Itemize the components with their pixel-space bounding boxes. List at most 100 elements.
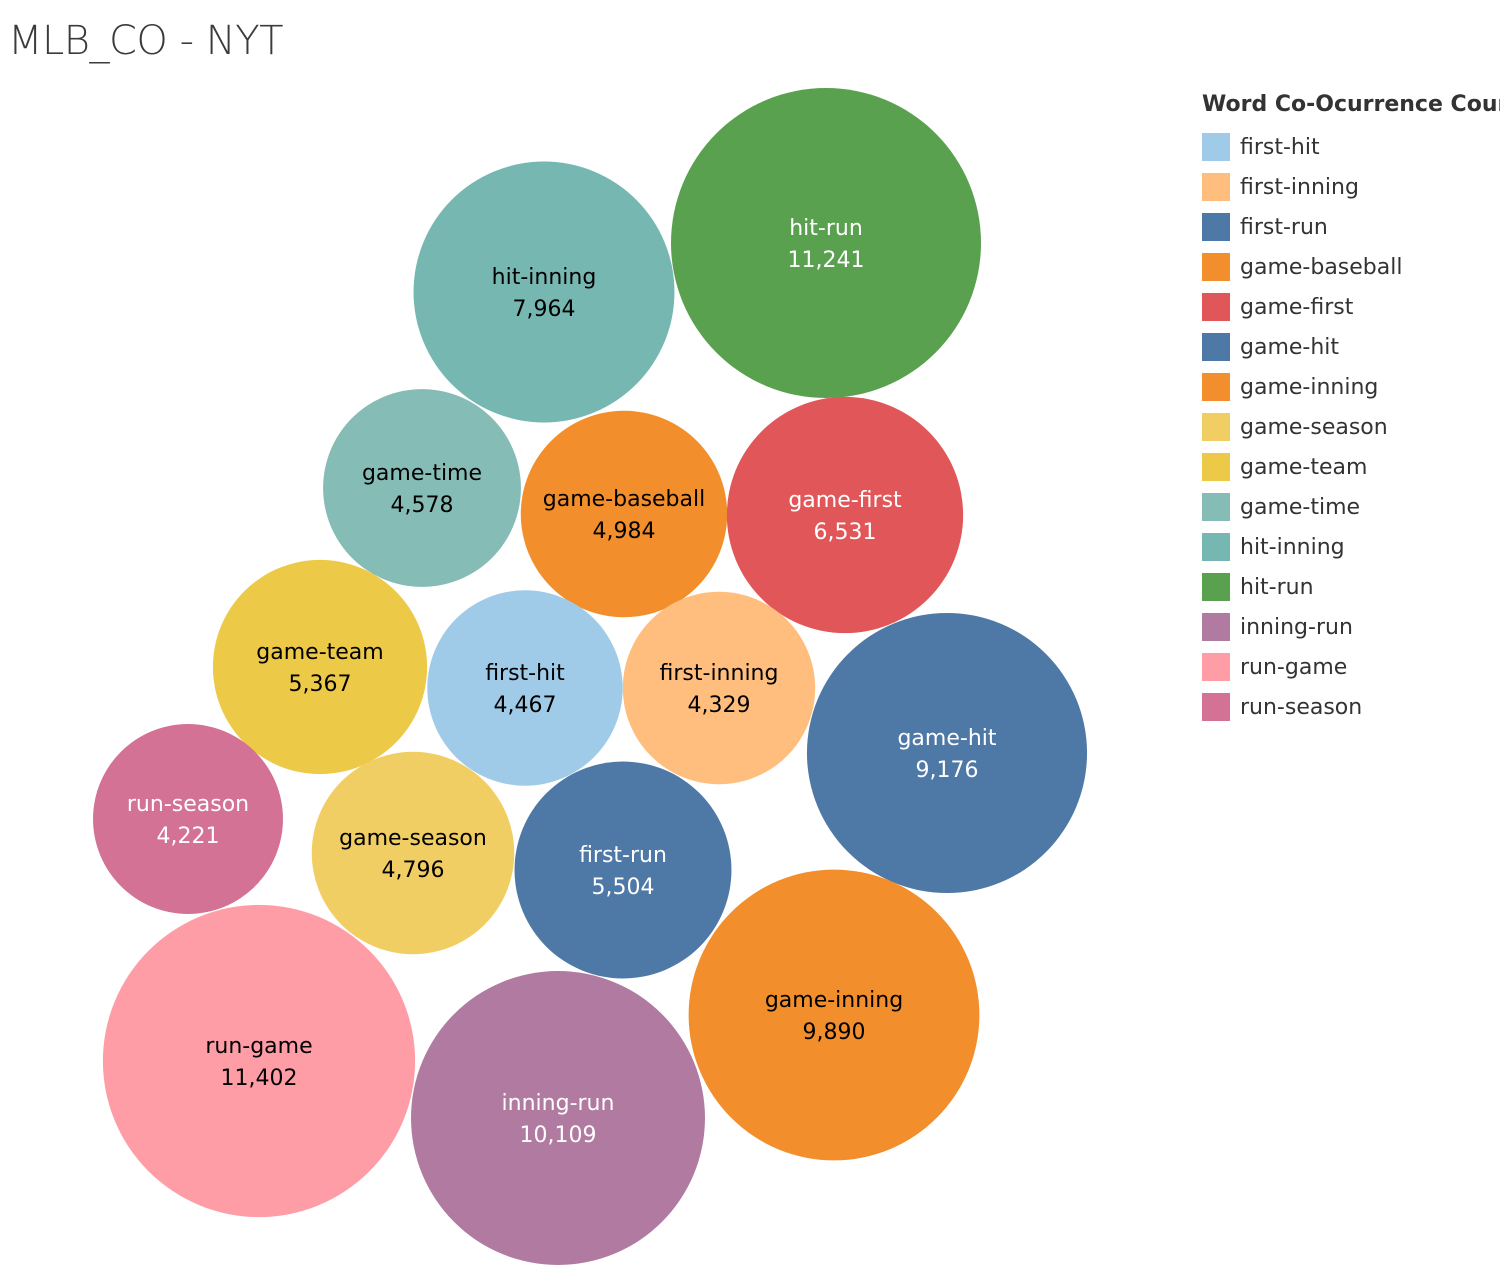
- bubble-game-hit[interactable]: game-hit 9,176: [806, 612, 1088, 894]
- legend-label: run-game: [1240, 654, 1348, 680]
- legend-label: first-hit: [1240, 134, 1320, 160]
- bubble-circle[interactable]: [427, 590, 623, 786]
- bubble-game-first[interactable]: game-first 6,531: [726, 396, 964, 634]
- bubble-game-time[interactable]: game-time 4,578: [323, 389, 521, 587]
- bubble-circle[interactable]: [212, 559, 428, 775]
- legend-swatch: [1202, 453, 1230, 481]
- legend-label: inning-run: [1240, 614, 1353, 640]
- legend-swatch: [1202, 413, 1230, 441]
- bubble-value-label: 7,964: [513, 297, 576, 322]
- bubble-name-label: game-inning: [765, 988, 903, 1013]
- legend-items: first-hit first-inning first-run game-baseb…: [1202, 127, 1498, 727]
- bubble-run-game[interactable]: run-game 11,402: [102, 904, 416, 1218]
- bubble-name-label: first-inning: [660, 661, 779, 686]
- bubble-name-label: hit-run: [789, 216, 863, 241]
- bubble-circle[interactable]: [622, 591, 816, 785]
- bubble-circle[interactable]: [726, 396, 964, 634]
- bubble-value-label: 4,221: [157, 824, 220, 849]
- legend-item-game-baseball[interactable]: game-baseball: [1202, 247, 1498, 287]
- legend-swatch: [1202, 133, 1230, 161]
- bubble-circle[interactable]: [323, 389, 521, 587]
- bubble-value-label: 5,367: [289, 672, 352, 697]
- legend-item-game-team[interactable]: game-team: [1202, 447, 1498, 487]
- bubble-value-label: 4,984: [593, 519, 656, 544]
- legend-swatch: [1202, 253, 1230, 281]
- legend-item-first-hit[interactable]: first-hit: [1202, 127, 1498, 167]
- bubble-game-baseball[interactable]: game-baseball 4,984: [520, 410, 728, 618]
- bubble-value-label: 6,531: [814, 520, 877, 545]
- bubble-circle[interactable]: [688, 869, 980, 1161]
- legend-label: hit-inning: [1240, 534, 1345, 560]
- bubble-circle[interactable]: [514, 761, 732, 979]
- bubble-name-label: game-baseball: [543, 487, 705, 512]
- bubble-circle[interactable]: [102, 904, 416, 1218]
- legend-swatch: [1202, 573, 1230, 601]
- bubble-value-label: 4,796: [382, 858, 445, 883]
- bubble-name-label: run-game: [205, 1034, 312, 1059]
- legend-item-run-season[interactable]: run-season: [1202, 687, 1498, 727]
- legend-item-game-time[interactable]: game-time: [1202, 487, 1498, 527]
- legend-swatch: [1202, 493, 1230, 521]
- legend-item-game-inning[interactable]: game-inning: [1202, 367, 1498, 407]
- legend-item-inning-run[interactable]: inning-run: [1202, 607, 1498, 647]
- legend-label: game-time: [1240, 494, 1361, 520]
- legend-swatch: [1202, 293, 1230, 321]
- legend-label: game-hit: [1240, 334, 1340, 360]
- legend-item-first-inning[interactable]: first-inning: [1202, 167, 1498, 207]
- bubble-value-label: 11,241: [788, 248, 865, 273]
- legend-swatch: [1202, 173, 1230, 201]
- legend-swatch: [1202, 653, 1230, 681]
- bubble-circle[interactable]: [411, 971, 705, 1265]
- legend-item-game-hit[interactable]: game-hit: [1202, 327, 1498, 367]
- legend-item-game-season[interactable]: game-season: [1202, 407, 1498, 447]
- bubble-circle[interactable]: [311, 751, 515, 955]
- bubble-value-label: 10,109: [520, 1123, 597, 1148]
- bubble-value-label: 9,890: [803, 1020, 866, 1045]
- legend: Word Co-Ocurrence Count first-hit first-i…: [1202, 92, 1500, 727]
- bubble-hit-run[interactable]: hit-run 11,241: [671, 88, 981, 398]
- bubble-name-label: hit-inning: [492, 265, 597, 290]
- bubble-value-label: 5,504: [592, 875, 655, 900]
- legend-item-hit-inning[interactable]: hit-inning: [1202, 527, 1498, 567]
- bubble-game-inning[interactable]: game-inning 9,890: [688, 869, 980, 1161]
- bubble-circle[interactable]: [413, 161, 675, 423]
- legend-item-first-run[interactable]: first-run: [1202, 207, 1498, 247]
- legend-label: first-inning: [1240, 174, 1359, 200]
- bubble-first-run[interactable]: first-run 5,504: [514, 761, 732, 979]
- bubble-name-label: run-season: [127, 792, 249, 817]
- bubble-first-hit[interactable]: first-hit 4,467: [427, 590, 623, 786]
- bubble-chart: hit-run 11,241 hit-inning 7,964 game-time 4,5…: [93, 88, 1088, 1265]
- bubble-name-label: game-hit: [897, 726, 996, 751]
- legend-item-game-first[interactable]: game-first: [1202, 287, 1498, 327]
- legend-label: game-season: [1240, 414, 1388, 440]
- bubble-circle[interactable]: [520, 410, 728, 618]
- legend-label: run-season: [1240, 694, 1363, 720]
- bubble-name-label: game-first: [788, 488, 902, 513]
- legend-title: Word Co-Ocurrence Count: [1202, 92, 1500, 117]
- bubble-game-season[interactable]: game-season 4,796: [311, 751, 515, 955]
- legend-swatch: [1202, 213, 1230, 241]
- bubble-run-season[interactable]: run-season 4,221: [93, 724, 283, 914]
- chart-title: MLB_CO - NYT: [8, 18, 284, 64]
- legend-label: first-run: [1240, 214, 1328, 240]
- legend-label: game-team: [1240, 454, 1368, 480]
- legend-label: game-baseball: [1240, 254, 1403, 280]
- bubble-value-label: 4,578: [391, 493, 454, 518]
- bubble-first-inning[interactable]: first-inning 4,329: [622, 591, 816, 785]
- bubble-name-label: first-run: [579, 843, 667, 868]
- bubble-circle[interactable]: [671, 88, 981, 398]
- bubble-inning-run[interactable]: inning-run 10,109: [411, 971, 705, 1265]
- legend-item-hit-run[interactable]: hit-run: [1202, 567, 1498, 607]
- legend-item-run-game[interactable]: run-game: [1202, 647, 1498, 687]
- bubble-name-label: game-season: [339, 826, 487, 851]
- bubble-hit-inning[interactable]: hit-inning 7,964: [413, 161, 675, 423]
- legend-swatch: [1202, 533, 1230, 561]
- legend-swatch: [1202, 693, 1230, 721]
- bubble-circle[interactable]: [93, 724, 283, 914]
- bubble-circle[interactable]: [806, 612, 1088, 894]
- legend-swatch: [1202, 373, 1230, 401]
- legend-swatch: [1202, 613, 1230, 641]
- bubble-game-team[interactable]: game-team 5,367: [212, 559, 428, 775]
- bubble-name-label: game-time: [362, 461, 482, 486]
- legend-swatch: [1202, 333, 1230, 361]
